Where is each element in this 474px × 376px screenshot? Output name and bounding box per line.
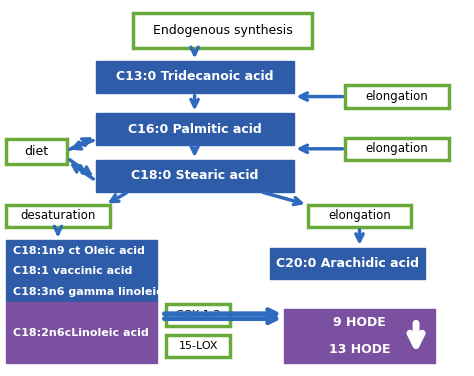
FancyBboxPatch shape xyxy=(96,113,293,145)
Text: C16:0 Palmitic acid: C16:0 Palmitic acid xyxy=(128,123,262,136)
Text: diet: diet xyxy=(25,145,49,158)
Text: C18:0 Stearic acid: C18:0 Stearic acid xyxy=(131,169,258,182)
Text: C13:0 Tridecanoic acid: C13:0 Tridecanoic acid xyxy=(116,70,273,83)
Text: COX 1,2: COX 1,2 xyxy=(176,310,220,320)
FancyBboxPatch shape xyxy=(270,248,426,279)
Text: Endogenous synthesis: Endogenous synthesis xyxy=(153,24,293,37)
Text: C18:1 vaccinic acid: C18:1 vaccinic acid xyxy=(13,266,133,276)
Text: C18:1n9 ct Oleic acid: C18:1n9 ct Oleic acid xyxy=(13,246,145,256)
FancyBboxPatch shape xyxy=(346,85,449,108)
FancyBboxPatch shape xyxy=(284,309,435,364)
FancyBboxPatch shape xyxy=(166,335,230,357)
FancyBboxPatch shape xyxy=(6,240,157,302)
Text: C20:0 Arachidic acid: C20:0 Arachidic acid xyxy=(276,257,419,270)
Text: 9 HODE: 9 HODE xyxy=(333,316,386,329)
FancyBboxPatch shape xyxy=(6,205,110,227)
FancyBboxPatch shape xyxy=(166,305,230,326)
Text: elongation: elongation xyxy=(328,209,391,223)
Text: elongation: elongation xyxy=(366,90,428,103)
Text: 13 HODE: 13 HODE xyxy=(329,343,390,356)
FancyBboxPatch shape xyxy=(96,160,293,192)
Text: C18:2n6cLinoleic acid: C18:2n6cLinoleic acid xyxy=(13,327,149,338)
FancyBboxPatch shape xyxy=(133,12,312,48)
FancyBboxPatch shape xyxy=(96,61,293,93)
Text: elongation: elongation xyxy=(366,142,428,155)
Text: 15-LOX: 15-LOX xyxy=(178,341,218,351)
FancyBboxPatch shape xyxy=(346,138,449,160)
FancyBboxPatch shape xyxy=(308,205,411,227)
Text: C18:3n6 gamma linoleic acid: C18:3n6 gamma linoleic acid xyxy=(13,287,192,297)
Text: desaturation: desaturation xyxy=(20,209,96,223)
FancyBboxPatch shape xyxy=(6,139,67,164)
FancyBboxPatch shape xyxy=(6,302,157,364)
